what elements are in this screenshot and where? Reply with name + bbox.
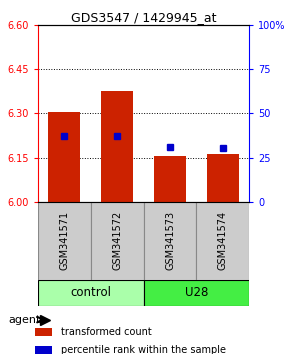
Bar <box>35 328 52 336</box>
Text: GSM341573: GSM341573 <box>165 211 175 270</box>
Bar <box>197 202 249 280</box>
Text: agent: agent <box>9 315 41 325</box>
Bar <box>101 91 133 202</box>
Bar <box>144 202 196 280</box>
Text: GSM341571: GSM341571 <box>59 211 69 270</box>
Text: U28: U28 <box>185 286 208 299</box>
Bar <box>38 202 90 280</box>
Text: transformed count: transformed count <box>61 327 152 337</box>
Bar <box>35 346 52 354</box>
Text: control: control <box>70 286 111 299</box>
Bar <box>48 112 80 202</box>
Title: GDS3547 / 1429945_at: GDS3547 / 1429945_at <box>71 11 216 24</box>
Bar <box>144 280 249 306</box>
Bar <box>154 156 186 202</box>
Bar <box>90 202 144 280</box>
Bar <box>207 154 239 202</box>
Text: GSM341572: GSM341572 <box>112 211 122 270</box>
Text: GSM341574: GSM341574 <box>218 211 228 270</box>
Bar <box>38 280 144 306</box>
Text: percentile rank within the sample: percentile rank within the sample <box>61 345 226 354</box>
